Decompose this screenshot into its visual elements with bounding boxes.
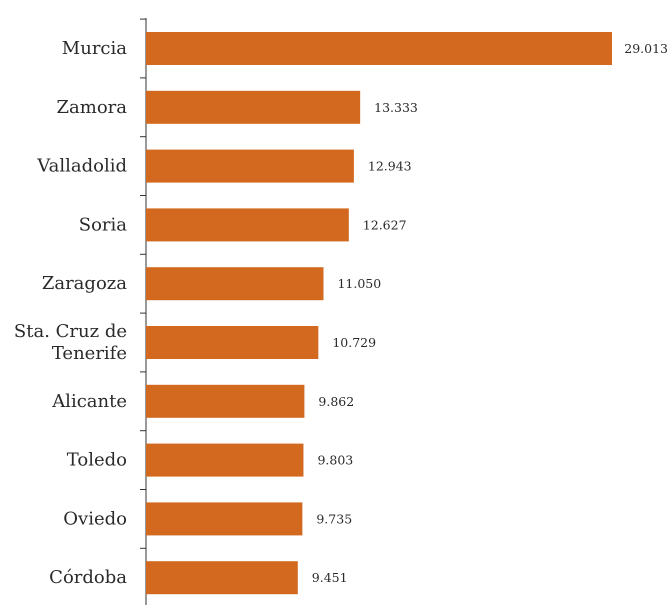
bar (146, 326, 319, 359)
bar (146, 208, 349, 242)
category-label: Alicante (51, 391, 127, 412)
value-label: 9.862 (318, 394, 354, 409)
value-label: 13.333 (374, 100, 418, 115)
category-labels: Murcia Zamora Valladolid Soria Zaragoza Sta. … (14, 38, 127, 588)
bar (146, 267, 324, 301)
category-label: Tenerife (52, 343, 127, 364)
category-label: Murcia (62, 38, 127, 59)
value-label: 12.943 (368, 159, 412, 174)
bar (146, 384, 305, 418)
bar (146, 502, 303, 536)
bars (146, 32, 612, 595)
value-label: 11.050 (337, 276, 381, 291)
bar (146, 149, 354, 183)
bar (146, 90, 361, 124)
category-label: Valladolid (36, 156, 127, 177)
value-label: 9.451 (312, 570, 348, 585)
bar (146, 561, 298, 595)
value-label: 9.735 (316, 511, 352, 526)
category-label: Zamora (57, 97, 128, 118)
bar (146, 443, 304, 477)
category-label: Sta. Cruz de (14, 321, 127, 342)
category-label: Oviedo (63, 508, 127, 529)
bar (146, 32, 612, 65)
y-axis (140, 18, 147, 605)
value-label: 29.013 (624, 41, 668, 56)
category-label: Soria (79, 214, 128, 235)
value-label: 10.729 (332, 335, 376, 350)
value-labels: 29.013 13.333 12.943 12.627 11.050 10.729 9.86… (312, 41, 668, 585)
category-label: Toledo (67, 450, 127, 471)
category-label: Zaragoza (42, 273, 127, 294)
value-label: 12.627 (363, 217, 407, 232)
category-label: Córdoba (49, 567, 127, 588)
value-label: 9.803 (317, 453, 353, 468)
